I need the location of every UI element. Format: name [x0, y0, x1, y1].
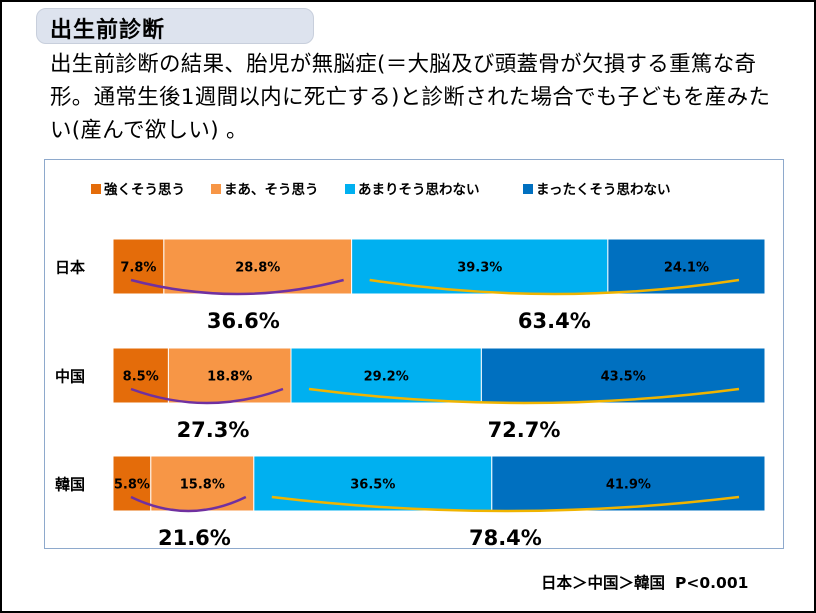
data-label-2-3: 29.2%: [364, 370, 409, 385]
agree-total-1: 36.6%: [207, 309, 280, 333]
data-label-3-2: 15.8%: [180, 478, 225, 493]
disagree-total-1: 63.4%: [518, 309, 591, 333]
legend-label-3: あまりそう思わない: [358, 182, 480, 198]
bar-segment-2-1: [112, 347, 169, 404]
data-label-3-3: 36.5%: [350, 478, 395, 493]
survey-question: 出生前診断の結果、胎児が無脳症(＝大脳及び頭蓋骨が欠損する重篤な奇形。通常生後1…: [50, 52, 771, 143]
category-label-3: 韓国: [55, 476, 85, 494]
disagree-bracket-2: [308, 387, 740, 405]
data-label-1-4: 24.1%: [664, 261, 709, 276]
data-label-3-1: 5.8%: [114, 478, 150, 493]
footer-significance: 日本＞中国＞韓国 P<0.001: [531, 571, 748, 593]
bar-segment-1-4: [607, 238, 766, 295]
legend-swatch-3: [345, 184, 355, 194]
footer-pvalue: P<0.001: [675, 574, 749, 592]
title-bar: [36, 8, 314, 44]
agree-bracket-3: [130, 495, 247, 513]
legend-swatch-1: [91, 184, 101, 194]
disagree-total-3: 78.4%: [469, 526, 542, 548]
legend-label-4: まったくそう思わない: [536, 182, 670, 198]
chart-frame: 強くそう思う まあ、そう思う あまりそう思わない まったくそう思わない日本 7.8% 28…: [44, 159, 784, 549]
category-label-1: 日本: [55, 259, 85, 277]
footer-comparison: 日本＞中国＞韓国: [541, 574, 666, 592]
legend-swatch-2: [211, 184, 221, 194]
bar-segment-2-3: [290, 347, 482, 404]
agree-total-3: 21.6%: [158, 526, 231, 548]
legend-swatch-4: [523, 184, 533, 194]
data-label-1-3: 39.3%: [457, 261, 502, 276]
legend-label-2: まあ、そう思う: [224, 182, 319, 198]
bar-segment-3-3: [253, 455, 493, 512]
agree-bracket-1: [130, 278, 344, 296]
disagree-bracket-3: [271, 495, 740, 513]
legend-label-1: 強くそう思う: [104, 181, 185, 198]
data-label-1-2: 28.8%: [235, 261, 280, 276]
bar-segment-3-4: [491, 455, 766, 512]
disagree-bracket-1: [369, 278, 740, 296]
slide-title: 出生前診断: [50, 18, 166, 43]
data-label-1-1: 7.8%: [120, 261, 156, 276]
data-label-2-4: 43.5%: [601, 370, 646, 385]
data-label-3-4: 41.9%: [606, 478, 651, 493]
disagree-total-2: 72.7%: [488, 418, 561, 442]
bar-segment-2-4: [480, 347, 766, 404]
agree-bracket-2: [130, 387, 284, 405]
bar-segment-1-3: [351, 238, 609, 295]
category-label-2: 中国: [55, 368, 85, 386]
data-label-2-2: 18.8%: [207, 370, 252, 385]
data-label-2-1: 8.5%: [123, 370, 159, 385]
agree-total-2: 27.3%: [177, 418, 250, 442]
